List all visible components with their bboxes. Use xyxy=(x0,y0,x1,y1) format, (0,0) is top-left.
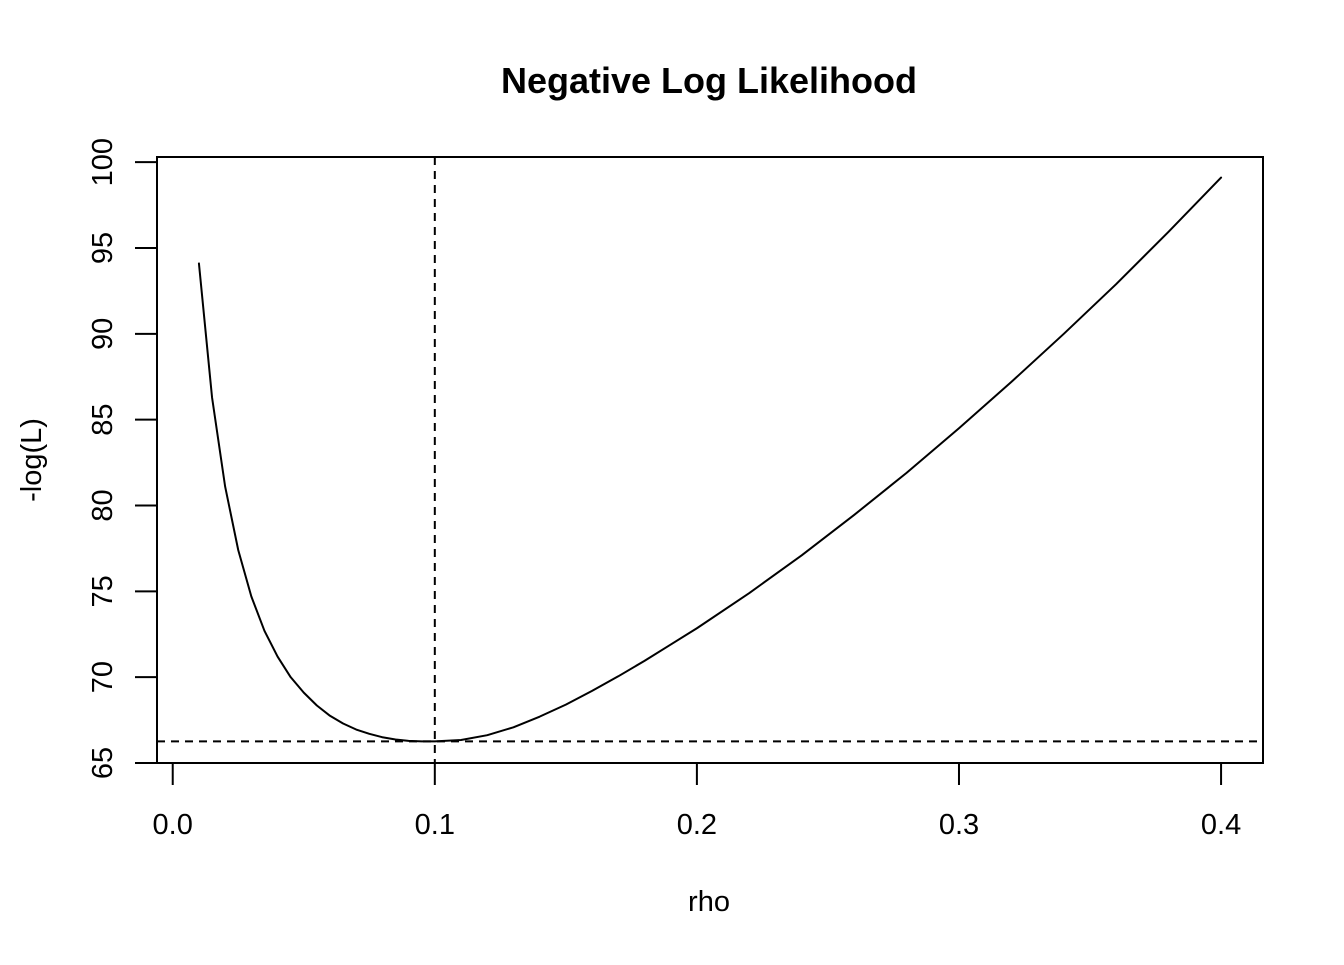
y-tick-label: 80 xyxy=(87,489,119,521)
y-tick-label: 65 xyxy=(87,747,119,779)
y-tick-label: 75 xyxy=(87,575,119,607)
x-tick-label: 0.4 xyxy=(1201,809,1241,841)
x-axis-label: rho xyxy=(688,886,730,918)
y-axis: 65 70 75 80 85 90 95 100 xyxy=(87,138,158,779)
x-tick-label: 0.0 xyxy=(153,809,193,841)
series-line xyxy=(197,176,1223,743)
plot-frame xyxy=(156,156,1264,764)
x-axis: 0.0 0.1 0.2 0.3 0.4 xyxy=(153,762,1241,841)
y-tick-label: 85 xyxy=(87,404,119,436)
chart-title: Negative Log Likelihood xyxy=(501,60,917,101)
y-tick-label: 100 xyxy=(87,138,119,186)
reference-lines xyxy=(157,157,1263,763)
series-layer xyxy=(197,176,1223,743)
y-axis-label: -log(L) xyxy=(16,418,48,502)
x-tick-label: 0.2 xyxy=(677,809,717,841)
x-tick-label: 0.3 xyxy=(939,809,979,841)
y-tick-label: 95 xyxy=(87,232,119,264)
x-tick-label: 0.1 xyxy=(415,809,455,841)
y-tick-label: 70 xyxy=(87,661,119,693)
y-tick-label: 90 xyxy=(87,318,119,350)
